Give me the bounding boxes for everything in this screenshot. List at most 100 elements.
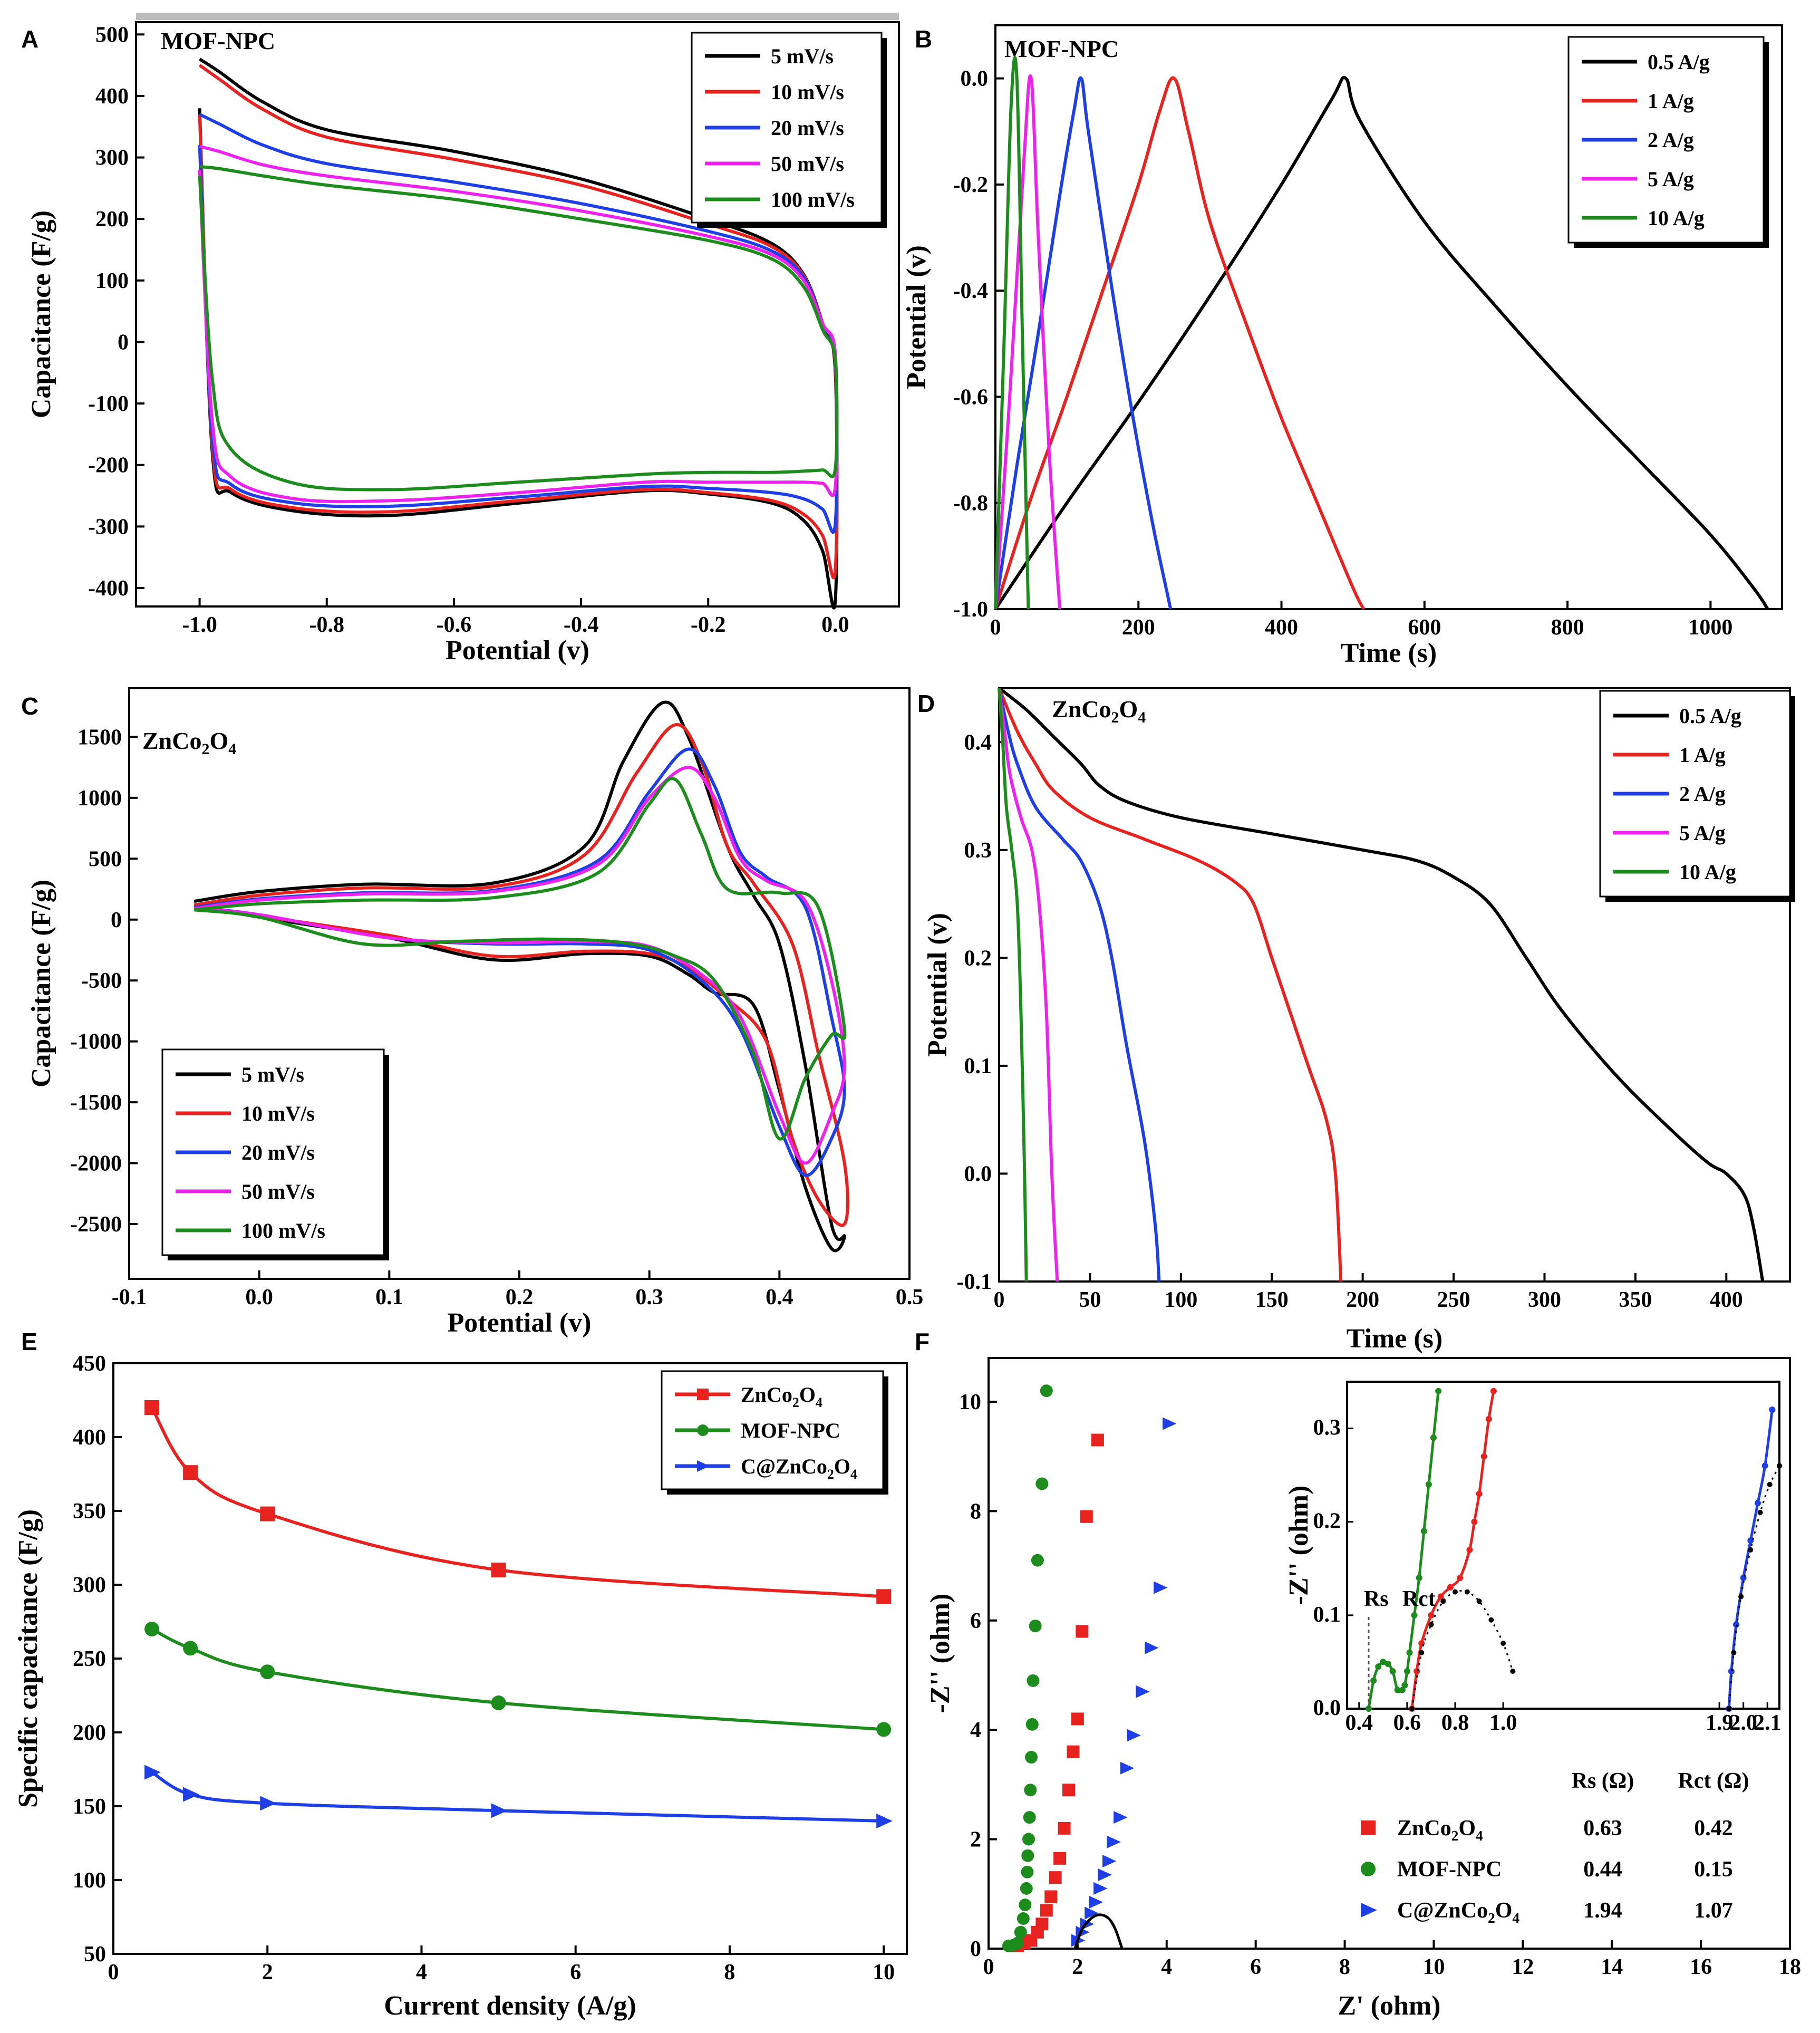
data-point (1023, 1811, 1036, 1824)
inset-data-line (1367, 1391, 1440, 1709)
series-line (198, 57, 839, 610)
table-header-rct: Rct (Ω) (1678, 1769, 1749, 1793)
inset-fit-point (1419, 1650, 1425, 1655)
panel-label: A (21, 25, 38, 53)
y-tick-label: 100 (95, 269, 129, 293)
data-point (1035, 1918, 1049, 1931)
table-rct-value: 0.15 (1694, 1857, 1733, 1882)
y-tick-label: 0.3 (964, 839, 992, 863)
data-point (183, 1787, 199, 1802)
legend-marker (697, 1460, 710, 1472)
data-point (1145, 1641, 1159, 1654)
data-point (491, 1695, 506, 1710)
x-axis-label: Current density (A/g) (384, 1991, 636, 2021)
table-rs-value: 1.94 (1583, 1899, 1622, 1923)
data-point (1035, 1477, 1049, 1490)
data-point (1071, 1712, 1084, 1726)
x-tick-label: -0.2 (691, 613, 726, 637)
series-line (193, 777, 847, 1141)
y-tick-label: 300 (73, 1573, 106, 1597)
data-point (1025, 1718, 1039, 1731)
plot-frame (994, 24, 1783, 610)
data-point (1027, 1674, 1040, 1687)
legend-label: 2 A/g (1679, 782, 1726, 806)
inset-fit-point (1731, 1650, 1737, 1655)
legend-label: 1 A/g (1679, 743, 1726, 767)
y-tick-label: 250 (73, 1647, 106, 1671)
y-tick-label: 450 (73, 1352, 106, 1376)
inset: 0.4 0.6 0.8 1.0 1.92.02.1 0.0 0.1 0.2 0.3 -Z'' (o… (1284, 1381, 1782, 1735)
data-point (1044, 1890, 1058, 1903)
legend-marker (697, 1389, 709, 1400)
inset-y-tick-label: 0.0 (1313, 1696, 1341, 1720)
data-point (1076, 1625, 1089, 1638)
x-tick-label: 50 (1079, 1288, 1101, 1312)
panel-F: F 0 2 4 6 8 10 12 14 16 18 0 2 4 6 8 10 Z' (ohm) -Z'' (ohm… (915, 1328, 1801, 2021)
data-point (1017, 1912, 1030, 1925)
y-tick-label: -100 (88, 392, 129, 416)
x-tick-label: 6 (1250, 1955, 1261, 1979)
series-line (198, 113, 839, 534)
plot-frame (988, 1357, 1791, 1950)
x-tick-label: 6 (570, 1960, 581, 1984)
inset-fit-point (1428, 1622, 1434, 1627)
data-point (183, 1641, 198, 1656)
series-line (998, 688, 1059, 1282)
y-tick-label: -300 (88, 515, 129, 539)
plot-frame (998, 687, 1791, 1283)
panel-label: E (21, 1328, 37, 1355)
y-tick-label: -2000 (70, 1152, 122, 1176)
inset-x-tick-label: 2.1 (1754, 1711, 1782, 1735)
x-tick-label: -0.6 (437, 613, 472, 637)
y-tick-label: 2 (970, 1828, 981, 1852)
y-tick-label: 0.0 (961, 67, 989, 91)
x-tick-label: 0.5 (896, 1285, 924, 1309)
x-tick-label: 18 (1779, 1955, 1801, 1979)
data-point (144, 1765, 161, 1780)
x-tick-label: 250 (1437, 1288, 1470, 1312)
data-point (1136, 1685, 1150, 1698)
data-point (1091, 1433, 1104, 1447)
data-point (1080, 1510, 1093, 1523)
legend-label: ZnCo2O4 (741, 1383, 822, 1410)
table-marker (1361, 1862, 1376, 1876)
data-point (1029, 1620, 1042, 1633)
series-line (994, 76, 1769, 610)
data-point (1031, 1554, 1044, 1567)
inset-y-tick-label: 0.2 (1313, 1509, 1341, 1534)
data-point (1022, 1833, 1035, 1846)
inset-fit-point (1476, 1598, 1482, 1604)
inset-data-line (1727, 1409, 1774, 1709)
y-tick-label: 100 (73, 1868, 106, 1893)
series-line (994, 76, 1366, 610)
y-tick-label: 350 (73, 1499, 106, 1524)
x-tick-label: -0.1 (112, 1285, 147, 1309)
legend-label: MOF-NPC (741, 1419, 840, 1442)
table-rs-value: 0.44 (1583, 1857, 1622, 1882)
data-point (876, 1814, 893, 1828)
legend-label: 10 A/g (1679, 860, 1736, 884)
inset-y-axis-label: -Z'' (ohm) (1284, 1486, 1314, 1605)
y-tick-label: 500 (89, 847, 122, 871)
x-tick-label: 600 (1408, 615, 1441, 640)
panel-label: D (917, 690, 935, 717)
x-axis-label: Time (s) (1347, 1324, 1443, 1354)
data-point (260, 1796, 277, 1811)
y-tick-label: -0.4 (953, 279, 989, 303)
y-tick-label: -500 (81, 969, 122, 993)
legend-label: 100 mV/s (241, 1219, 325, 1242)
y-tick-label: 1500 (78, 725, 122, 749)
y-tick-label: 150 (73, 1795, 106, 1819)
panel-label: C (21, 692, 38, 720)
y-tick-label: -1000 (70, 1030, 122, 1054)
x-tick-label: 0.2 (506, 1285, 534, 1309)
x-tick-label: 400 (1265, 615, 1298, 640)
x-tick-label: 800 (1551, 615, 1584, 640)
data-point (1025, 1751, 1038, 1764)
legend-label: 0.5 A/g (1679, 704, 1741, 728)
series-line (151, 1771, 884, 1823)
series-line (994, 76, 1173, 610)
x-tick-label: 1000 (1688, 615, 1732, 640)
data-point (1114, 1811, 1128, 1824)
table-marker (1361, 1820, 1376, 1835)
